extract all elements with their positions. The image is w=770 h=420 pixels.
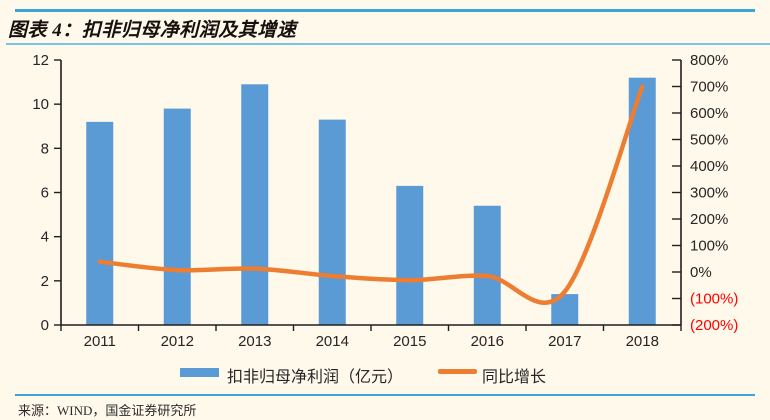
x-axis-label: 2011 bbox=[84, 333, 116, 350]
right-axis-label: 800% bbox=[690, 52, 728, 69]
source-note: 来源：WIND，国金证券研究所 bbox=[18, 403, 197, 418]
right-axis-label: 600% bbox=[690, 105, 728, 122]
x-axis-label: 2016 bbox=[471, 333, 504, 350]
right-axis-label: 700% bbox=[690, 79, 728, 96]
x-axis-label: 2018 bbox=[626, 333, 659, 350]
left-axis-label: 4 bbox=[41, 229, 49, 246]
bar-2012 bbox=[163, 108, 191, 325]
left-axis-label: 8 bbox=[41, 140, 49, 157]
x-axis-label: 2012 bbox=[161, 333, 194, 350]
right-axis-label: 500% bbox=[690, 132, 728, 149]
left-axis-label: 2 bbox=[41, 273, 49, 290]
bar-2016 bbox=[473, 205, 501, 325]
legend-bar-swatch bbox=[180, 368, 219, 377]
right-axis-label: 300% bbox=[690, 185, 728, 202]
left-axis-label: 12 bbox=[32, 52, 49, 69]
x-axis-label: 2015 bbox=[393, 333, 426, 350]
bar-2011 bbox=[86, 121, 114, 325]
top-rule bbox=[15, 9, 755, 12]
bar-2013 bbox=[241, 84, 269, 326]
right-axis-label: (200%) bbox=[690, 317, 738, 334]
left-axis-label: 0 bbox=[41, 317, 49, 334]
legend-line-label: 同比增长 bbox=[482, 369, 547, 386]
right-axis-label: 400% bbox=[690, 158, 728, 175]
legend-line-swatch bbox=[438, 369, 477, 374]
title-underline-rule bbox=[6, 43, 770, 45]
legend-bar-label: 扣非归母净利润（亿元） bbox=[227, 369, 404, 386]
left-axis-label: 10 bbox=[32, 96, 49, 113]
left-axis-label: 6 bbox=[41, 185, 49, 202]
bar-2014 bbox=[318, 119, 346, 325]
right-axis-label: 200% bbox=[690, 211, 728, 228]
x-axis-label: 2017 bbox=[548, 333, 581, 350]
page-title: 图表 4：扣非归母净利润及其增速 bbox=[8, 20, 297, 41]
footer-rule bbox=[15, 394, 755, 396]
growth-line bbox=[97, 84, 645, 305]
right-axis-label: 100% bbox=[690, 238, 728, 255]
bar-2015 bbox=[396, 185, 424, 325]
right-axis-label: 0% bbox=[690, 264, 712, 281]
x-axis-label: 2013 bbox=[238, 333, 271, 350]
right-axis-label: (100%) bbox=[690, 291, 738, 308]
x-axis-label: 2014 bbox=[316, 333, 349, 350]
